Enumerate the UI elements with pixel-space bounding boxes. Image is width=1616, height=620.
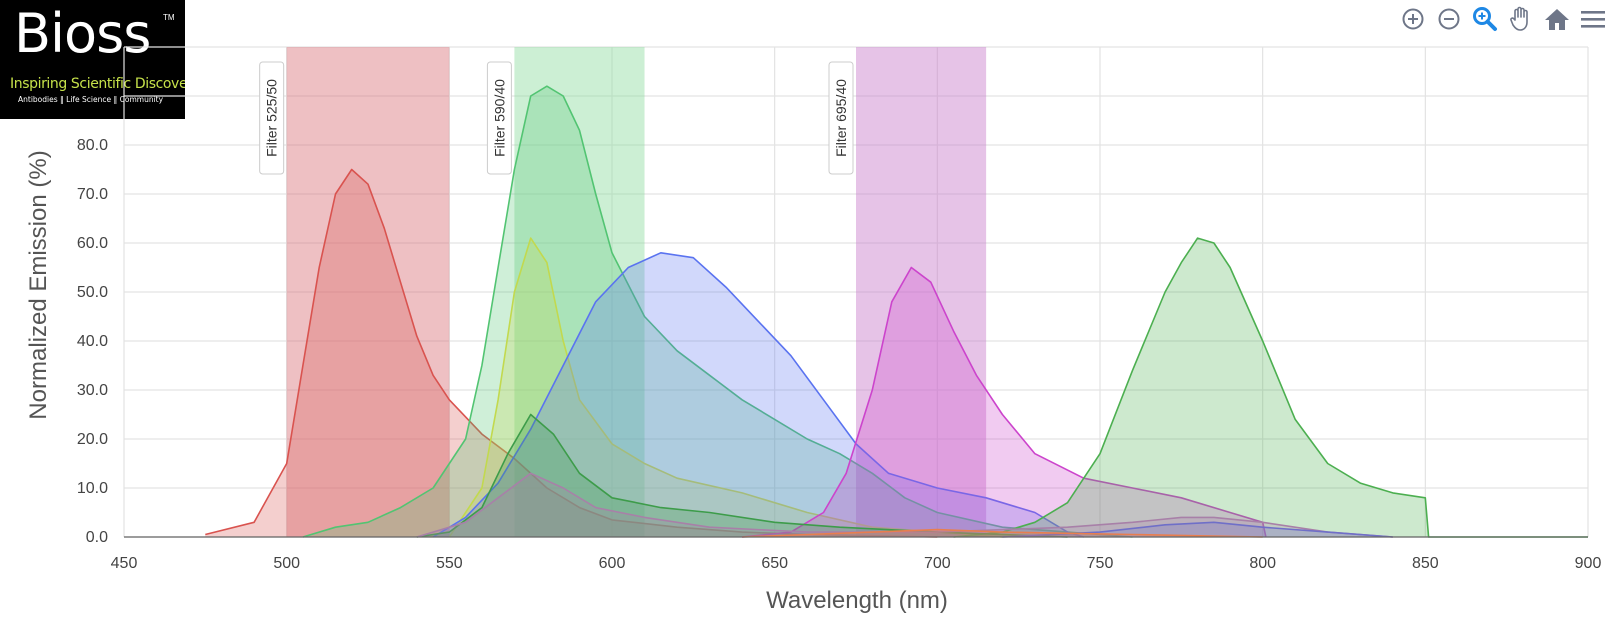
y-tick-label: 50.0 (77, 284, 108, 301)
filter-label-text: Filter 590/40 (491, 79, 507, 157)
bioss-logo: Bioss TM Inspiring Scientific Discovery … (0, 0, 185, 119)
filter-label-box (259, 61, 285, 175)
series-line (742, 266, 1267, 538)
series-line (205, 168, 938, 538)
logo-trademark: TM (163, 13, 175, 22)
series-area (416, 414, 1068, 537)
filter-labels: Filter 525/50 Filter 590/40 Filter 695/40 (259, 61, 854, 175)
y-tick-label: 0.0 (86, 529, 108, 546)
filter-label-box (828, 61, 854, 175)
x-tick-label: 500 (273, 555, 300, 572)
home-icon (1545, 9, 1569, 30)
x-axis-title: Wavelength (nm) (766, 587, 948, 614)
reset-home-button[interactable] (1542, 4, 1572, 34)
series-line (742, 528, 1263, 538)
y-tick-label: 60.0 (77, 235, 108, 252)
logo-subline: Antibodies ‖ Life Science ‖ Community (18, 95, 164, 104)
y-tick-label: 20.0 (77, 431, 108, 448)
spectra-series (205, 85, 1588, 538)
filter-band (856, 47, 987, 537)
x-tick-label: 650 (761, 555, 788, 572)
filter-label-text: Filter 695/40 (833, 79, 849, 157)
logo-brand: Bioss (14, 2, 151, 65)
logo-tagline: Inspiring Scientific Discovery (10, 76, 185, 92)
series-area (742, 267, 1266, 537)
y-tick-label: 80.0 (77, 137, 108, 154)
y-axis-title: Normalized Emission (%) (25, 150, 52, 419)
zoom-in-button[interactable] (1398, 4, 1428, 34)
x-tick-label: 800 (1249, 555, 1276, 572)
x-tick-label: 600 (599, 555, 626, 572)
chart-menu-button[interactable] (1578, 4, 1608, 34)
zoom-out-icon (1438, 8, 1460, 30)
axes: 450 500 550 600 650 700 750 800 850 900 0.0 10.0 20.… (77, 137, 1602, 572)
series-area (205, 169, 938, 537)
menu-icon (1581, 11, 1605, 28)
filter-label-box (486, 61, 512, 175)
series-area (449, 238, 1003, 537)
x-tick-label: 750 (1087, 555, 1114, 572)
filter-label-text: Filter 525/50 (264, 79, 280, 157)
series-line (1002, 521, 1393, 538)
series-line (416, 413, 1068, 538)
zoom-out-button[interactable] (1434, 4, 1464, 34)
filter-band (286, 47, 450, 537)
pan-hand-icon (1510, 6, 1528, 31)
magnifier-icon (1473, 7, 1497, 31)
x-tick-label: 450 (111, 555, 138, 572)
series-area (953, 238, 1588, 537)
series-line (416, 472, 1393, 538)
series-line (302, 85, 1133, 538)
y-tick-label: 10.0 (77, 480, 108, 497)
y-tick-label: 30.0 (77, 382, 108, 399)
x-tick-label: 850 (1412, 555, 1439, 572)
chart-toolbar (1398, 4, 1608, 34)
x-tick-label: 550 (436, 555, 463, 572)
series-area (433, 252, 1084, 538)
filter-label: Filter 590/40 (486, 61, 512, 175)
filter-label: Filter 695/40 (828, 61, 854, 175)
zoom-in-icon (1402, 8, 1424, 30)
series-line (953, 237, 1588, 538)
series-line (448, 237, 1003, 538)
y-tick-label: 70.0 (77, 186, 108, 203)
y-tick-label: 40.0 (77, 333, 108, 350)
x-tick-label: 700 (924, 555, 951, 572)
x-tick-label: 900 (1575, 555, 1602, 572)
filter-label: Filter 525/50 (259, 61, 285, 175)
pan-button[interactable] (1506, 4, 1536, 34)
selection-zoom-button[interactable] (1470, 4, 1500, 34)
